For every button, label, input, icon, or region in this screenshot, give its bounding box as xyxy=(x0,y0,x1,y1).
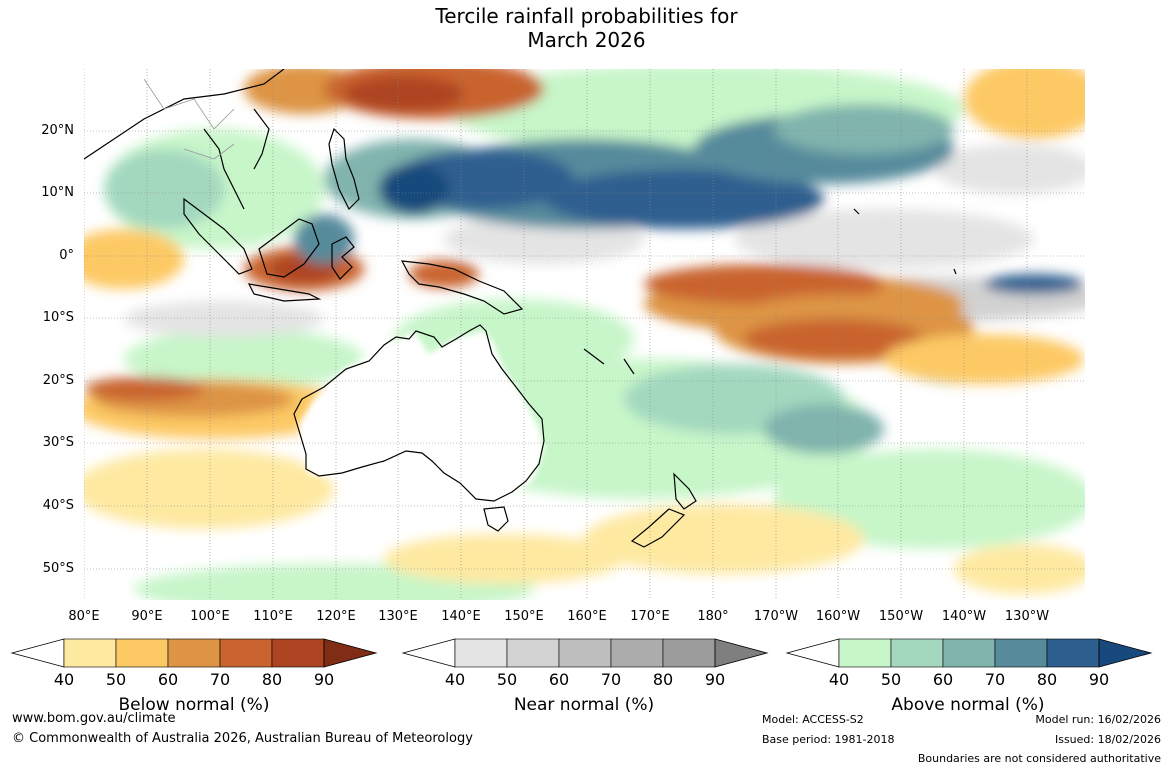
map-title-line1: Tercile rainfall probabilities for xyxy=(435,4,738,28)
philippines-coastline xyxy=(328,127,360,211)
cbar-below-label: Below normal (%) xyxy=(118,695,270,715)
cbar-near-tick-40: 40 xyxy=(444,670,466,689)
cbar-near-swatch-3 xyxy=(558,638,612,668)
cbar-above-swatch-1 xyxy=(838,638,892,668)
cbar-below-tick-90: 90 xyxy=(313,670,335,689)
cbar-near-swatch-4 xyxy=(610,638,664,668)
cbar-above-tick-50: 50 xyxy=(880,670,902,689)
cbar-near-swatch-1 xyxy=(454,638,508,668)
cbar-above-tick-80: 80 xyxy=(1036,670,1058,689)
lat-label-0: 0° xyxy=(59,248,74,263)
cbar-above-swatch-5 xyxy=(1046,638,1100,668)
lon-label-170e: 170°E xyxy=(630,609,670,624)
java-coastline xyxy=(247,283,322,302)
lat-label-20n: 20°N xyxy=(41,123,74,138)
pacific-islands xyxy=(583,208,957,375)
tasmania-coastline xyxy=(483,506,509,532)
lon-label-80e: 80°E xyxy=(68,609,100,624)
lon-label-150e: 150°E xyxy=(504,609,544,624)
coastlines xyxy=(84,69,957,548)
colorbar-above-normal xyxy=(785,638,1153,668)
cbar-below-tick-70: 70 xyxy=(209,670,231,689)
cbar-near-tick-60: 60 xyxy=(548,670,570,689)
lat-label-40s: 40°S xyxy=(42,498,74,513)
cbar-above-tick-40: 40 xyxy=(828,670,850,689)
cbar-below-tick-60: 60 xyxy=(157,670,179,689)
new-zealand-coastline xyxy=(630,472,697,548)
lat-label-10n: 10°N xyxy=(41,185,74,200)
cbar-above-tick-90: 90 xyxy=(1088,670,1110,689)
colorbar-near-normal xyxy=(401,638,769,668)
cbar-below-tick-40: 40 xyxy=(53,670,75,689)
lon-label-130w: 130°W xyxy=(1004,609,1050,624)
lon-label-140e: 140°E xyxy=(441,609,481,624)
cbar-near-swatch-5 xyxy=(662,638,716,668)
model-run-date: Model run: 16/02/2026 xyxy=(1035,713,1161,726)
cbar-below-swatch-5 xyxy=(271,638,325,668)
sumatra-coastline xyxy=(183,197,253,275)
cbar-above-label: Above normal (%) xyxy=(891,695,1045,715)
lon-label-130e: 130°E xyxy=(378,609,418,624)
lon-label-120e: 120°E xyxy=(316,609,356,624)
cbar-above-tick-70: 70 xyxy=(984,670,1006,689)
cbar-below-swatch-3 xyxy=(167,638,221,668)
cbar-above-swatch-4 xyxy=(994,638,1048,668)
copyright-text: © Commonwealth of Australia 2026, Austra… xyxy=(12,731,473,746)
cbar-above-swatch-2 xyxy=(890,638,944,668)
lat-label-10s: 10°S xyxy=(42,310,74,325)
cbar-below-tick-80: 80 xyxy=(261,670,283,689)
bom-website-link[interactable]: www.bom.gov.au/climate xyxy=(12,711,176,726)
cbar-below-swatch-2 xyxy=(115,638,169,668)
australia-coastline xyxy=(293,324,545,502)
lon-label-160w: 160°W xyxy=(815,609,861,624)
cbar-below-swatch-1 xyxy=(63,638,117,668)
cbar-below-tick-50: 50 xyxy=(105,670,127,689)
new-guinea-coastline xyxy=(400,260,524,315)
lon-label-100e: 100°E xyxy=(190,609,230,624)
cbar-near-tick-80: 80 xyxy=(652,670,674,689)
lat-label-50s: 50°S xyxy=(42,561,74,576)
lon-label-170w: 170°W xyxy=(753,609,799,624)
map-title-line2: March 2026 xyxy=(527,28,646,52)
lat-label-20s: 20°S xyxy=(42,373,74,388)
model-name: Model: ACCESS-S2 xyxy=(762,713,864,726)
colorbar-below-normal xyxy=(10,638,378,668)
map-gridlines xyxy=(84,69,1085,600)
se-asia-coastline xyxy=(84,69,285,210)
cbar-near-tick-90: 90 xyxy=(704,670,726,689)
cbar-above-swatch-3 xyxy=(942,638,996,668)
borneo-coastline xyxy=(258,218,320,278)
lat-label-30s: 30°S xyxy=(42,435,74,450)
lon-label-110e: 110°E xyxy=(253,609,293,624)
lon-label-140w: 140°W xyxy=(941,609,987,624)
probability-shading xyxy=(84,69,1085,600)
lon-label-150w: 150°W xyxy=(878,609,924,624)
cbar-near-swatch-2 xyxy=(506,638,560,668)
lon-label-160e: 160°E xyxy=(567,609,607,624)
cbar-below-swatch-4 xyxy=(219,638,273,668)
boundaries-disclaimer: Boundaries are not considered authoritat… xyxy=(917,752,1161,765)
cbar-above-tick-60: 60 xyxy=(932,670,954,689)
rainfall-probability-map xyxy=(84,69,1085,600)
base-period: Base period: 1981-2018 xyxy=(762,733,895,746)
lon-label-90e: 90°E xyxy=(131,609,163,624)
issued-date: Issued: 18/02/2026 xyxy=(1054,733,1161,746)
lon-label-180: 180° xyxy=(697,609,729,624)
sulawesi-coastline xyxy=(331,236,355,280)
country-borders xyxy=(143,78,235,160)
cbar-near-tick-50: 50 xyxy=(496,670,518,689)
cbar-near-label: Near normal (%) xyxy=(513,695,655,715)
cbar-near-tick-70: 70 xyxy=(600,670,622,689)
